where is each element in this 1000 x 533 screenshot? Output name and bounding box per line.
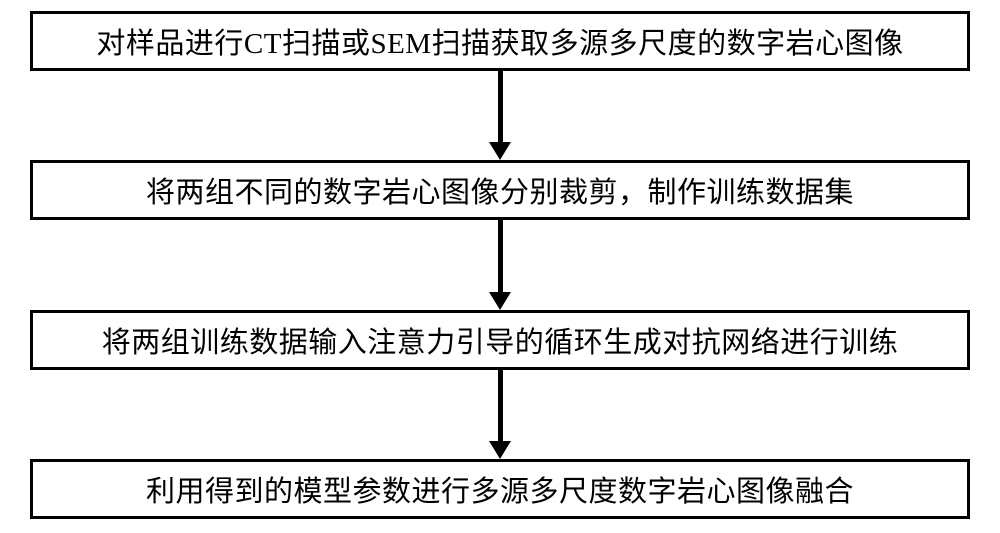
flowchart-arrow-3-4-shaft	[498, 370, 503, 441]
flowchart-node-1: 对样品进行CT扫描或SEM扫描获取多源多尺度的数字岩心图像	[30, 11, 970, 71]
flowchart-node-3: 将两组训练数据输入注意力引导的循环生成对抗网络进行训练	[30, 310, 970, 370]
flowchart-node-2: 将两组不同的数字岩心图像分别裁剪，制作训练数据集	[30, 160, 970, 220]
flowchart-arrow-3-4-head	[489, 441, 511, 459]
flowchart-node-4: 利用得到的模型参数进行多源多尺度数字岩心图像融合	[30, 459, 970, 519]
flowchart-node-3-label: 将两组训练数据输入注意力引导的循环生成对抗网络进行训练	[102, 319, 899, 361]
flowchart-arrow-2-3-shaft	[498, 220, 503, 292]
flowchart-node-2-label: 将两组不同的数字岩心图像分别裁剪，制作训练数据集	[146, 169, 854, 211]
flowchart-canvas: 对样品进行CT扫描或SEM扫描获取多源多尺度的数字岩心图像 将两组不同的数字岩心…	[0, 0, 1000, 533]
flowchart-arrow-2-3-head	[489, 292, 511, 310]
flowchart-node-4-label: 利用得到的模型参数进行多源多尺度数字岩心图像融合	[146, 468, 854, 510]
flowchart-arrow-1-2-shaft	[498, 71, 503, 142]
flowchart-arrow-1-2-head	[489, 142, 511, 160]
flowchart-node-1-label: 对样品进行CT扫描或SEM扫描获取多源多尺度的数字岩心图像	[96, 20, 903, 62]
